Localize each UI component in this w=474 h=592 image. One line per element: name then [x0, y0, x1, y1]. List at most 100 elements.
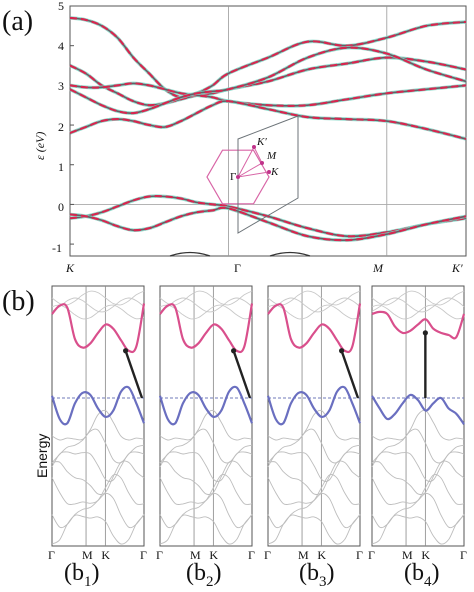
- b-background-band: [371, 297, 465, 313]
- a-xtick-m: M: [373, 261, 383, 275]
- b-background-band: [51, 460, 145, 495]
- band-structure-panel-a: [69, 5, 467, 257]
- bz-label-gamma: Γ: [230, 171, 237, 183]
- a-ytick: 4: [58, 39, 64, 53]
- b-background-band: [159, 297, 253, 313]
- a-ytick: 3: [58, 79, 64, 93]
- b-background-band: [159, 409, 253, 441]
- b-xtick: Γ: [356, 548, 363, 562]
- b-transition-arrow-3: [340, 350, 360, 399]
- b-conduction-band-2: [159, 303, 254, 354]
- b-xtick: K: [421, 548, 431, 562]
- b-valence-band-2: [158, 385, 254, 426]
- a-ytick: 0: [58, 200, 64, 214]
- b-xtick: Γ: [460, 548, 467, 562]
- a-xtick-kprime: K′: [452, 261, 463, 275]
- b-conduction-band-1: [51, 303, 146, 354]
- bz-label-m: M: [267, 150, 277, 162]
- b-background-band: [159, 451, 253, 482]
- b-xtick: Γ: [248, 548, 255, 562]
- subpanel-label-b2: (b2): [186, 560, 222, 590]
- b-transition-start: [231, 348, 237, 354]
- b-background-band: [159, 514, 253, 545]
- subpanel-label-b1: (b1): [64, 560, 100, 590]
- panel-a-ylabel: ε (eV): [33, 131, 47, 160]
- a-ytick: 5: [58, 0, 64, 13]
- b-background-band: [51, 290, 145, 306]
- b-background-band: [51, 409, 145, 441]
- a-lower-band-fragment: [269, 251, 311, 257]
- band-dashed-line-6: [69, 194, 467, 238]
- b-subpanel-frame-2: [159, 285, 253, 547]
- b-background-band: [159, 290, 253, 306]
- a-ytick: 1: [58, 160, 64, 174]
- brillouin-zone-inset: [206, 115, 299, 234]
- bz-point: [260, 161, 264, 165]
- b-background-band: [159, 460, 253, 495]
- band-dashed-line-3: [69, 82, 467, 107]
- b-valence-band-1: [50, 385, 146, 426]
- b-xtick: Γ: [368, 548, 375, 562]
- b-xtick: M: [190, 548, 201, 562]
- b-background-band: [267, 297, 361, 313]
- bz-point: [252, 145, 256, 149]
- a-xtick-gamma: Γ: [234, 261, 241, 275]
- bz-label-k: K: [271, 166, 279, 178]
- band-structure-panel-b: [50, 285, 466, 547]
- b-background-band: [371, 409, 465, 441]
- b-xtick: Γ: [264, 548, 271, 562]
- b-xtick: K: [317, 548, 327, 562]
- b-background-band: [267, 290, 361, 306]
- b-background-band: [267, 514, 361, 545]
- b-background-band: [267, 451, 361, 482]
- b-background-band: [371, 290, 465, 306]
- band-dashed-line-5: [69, 100, 467, 140]
- b-background-band: [371, 451, 465, 482]
- bz-point: [267, 170, 271, 174]
- b-subpanel-frame-4: [371, 285, 465, 547]
- band-reference-line-7: [69, 206, 467, 242]
- b-background-band: [371, 514, 465, 545]
- a-ytick: 2: [58, 120, 64, 134]
- b-subpanel-frame-3: [267, 285, 361, 547]
- b-valence-band-4: [371, 393, 465, 425]
- band-line-3: [69, 82, 467, 107]
- a-xtick-k: K: [66, 261, 75, 275]
- b-xtick: K: [101, 548, 111, 562]
- panel-a-label: (a): [2, 6, 34, 37]
- b-transition-arrow-2: [232, 350, 252, 399]
- b-background-band: [267, 409, 361, 441]
- b-xtick: Γ: [140, 548, 147, 562]
- subpanel-label-b4: (b4): [404, 560, 440, 590]
- bz-path: [237, 145, 270, 178]
- panel-a-frame: [69, 5, 467, 257]
- b-background-band: [267, 460, 361, 495]
- b-conduction-band-4: [371, 310, 466, 340]
- b-transition-start: [422, 330, 428, 336]
- b-xtick: K: [209, 548, 219, 562]
- b-background-band: [51, 514, 145, 545]
- b-subpanel-frame-1: [51, 285, 145, 547]
- band-reference-line-3: [69, 81, 467, 108]
- a-lower-band-fragment: [169, 251, 211, 257]
- panel-b-ylabel: Energy: [34, 433, 50, 478]
- b-xtick: Γ: [156, 548, 163, 562]
- b-conduction-band-3: [267, 303, 362, 354]
- band-dashed-line-7: [69, 206, 467, 242]
- b-valence-band-3: [266, 385, 362, 426]
- b-xtick: M: [82, 548, 93, 562]
- b-background-band: [371, 460, 465, 495]
- b-background-band: [51, 297, 145, 313]
- b-transition-start: [123, 348, 129, 354]
- panel-b-label: (b): [2, 286, 35, 317]
- b-xtick: Γ: [48, 548, 55, 562]
- band-dashed-line-4: [69, 46, 467, 115]
- b-xtick: M: [402, 548, 413, 562]
- a-ytick: -1: [52, 241, 62, 255]
- bz-reciprocal-cell: [237, 115, 299, 234]
- b-background-band: [371, 304, 465, 320]
- b-background-band: [51, 451, 145, 482]
- bz-hexagon: [206, 149, 270, 205]
- b-xtick: M: [298, 548, 309, 562]
